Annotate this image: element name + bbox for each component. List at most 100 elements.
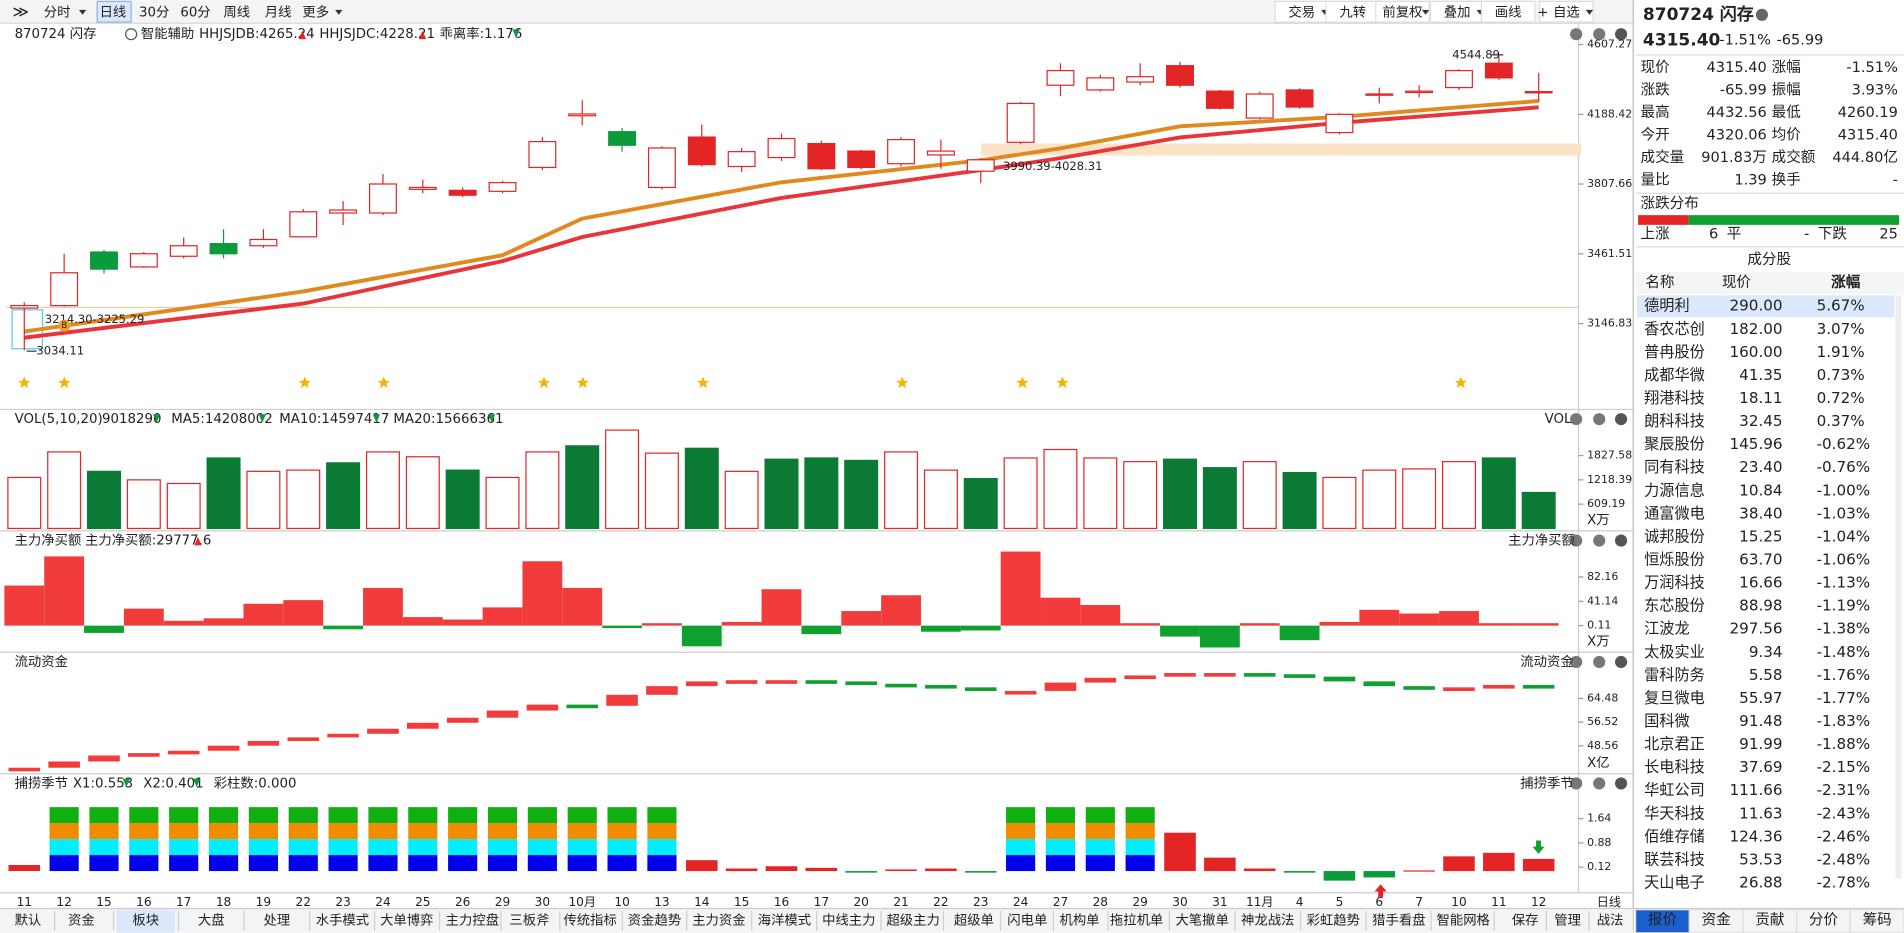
date-label: 18 [216,895,231,909]
candle-body [568,113,597,117]
panel-icon[interactable] [1593,777,1606,790]
panel-icon[interactable] [1570,655,1583,669]
rainbow-band [169,839,199,856]
panel-icon[interactable] [1570,413,1583,426]
stock-name[interactable]: 长电科技 [1644,758,1705,776]
panel-icon[interactable] [1615,655,1628,669]
arrow-icon [258,414,266,423]
panel-icon[interactable] [1570,28,1583,41]
stock-name[interactable]: 江波龙 [1644,620,1689,638]
bottom-tab[interactable]: 大盘 [198,912,225,929]
stock-price: 53.53 [1739,850,1782,868]
bottom-tab[interactable]: 默认 [15,913,42,929]
stock-name[interactable]: 普冉股份 [1644,343,1705,361]
bottom-tab[interactable]: 主力控盘 [446,912,499,929]
toolbar-tab[interactable]: 更多 [302,3,329,20]
side-tab[interactable]: 贡献 [1755,912,1784,929]
bottom-tab[interactable]: 资金趋势 [628,913,681,929]
stock-name[interactable]: 翔港科技 [1644,389,1705,407]
toolbar-button[interactable]: 交易 [1288,3,1315,20]
bottom-tab[interactable]: 处理 [264,913,291,929]
toolbar-tab[interactable]: 日线 [100,4,127,20]
stock-name[interactable]: 同有科技 [1644,458,1705,476]
stock-name[interactable]: 东芯股份 [1644,597,1705,615]
bottom-tab[interactable]: 传统指标 [563,913,616,929]
bottom-tab[interactable]: 海洋模式 [758,913,811,929]
column-header[interactable]: 涨幅 [1831,273,1861,291]
toolbar-button[interactable]: 叠加 [1444,4,1471,20]
stock-name[interactable]: 香农芯创 [1644,320,1705,338]
panel-icon[interactable] [1615,413,1628,426]
dist-label: 下跌 [1818,226,1848,243]
bottom-tab[interactable]: 中线主力 [822,913,875,929]
column-header[interactable]: 名称 [1645,274,1674,291]
toolbar-tab[interactable]: 分时 [44,4,71,20]
bottom-tab[interactable]: 神龙战法 [1241,913,1294,929]
bottom-tab[interactable]: 主力资金 [692,913,745,929]
collapse-icon[interactable]: ≫ [12,2,29,21]
dropdown-icon [1585,9,1594,15]
toolbar-button[interactable]: 自选 [1553,4,1580,20]
toolbar-tab[interactable]: 60分 [180,4,210,20]
stock-name[interactable]: 诚邦股份 [1644,527,1705,545]
toolbar-tab[interactable]: 30分 [139,4,169,20]
bottom-tab[interactable]: 管理 [1554,913,1581,929]
bottom-tab[interactable]: 保存 [1512,913,1539,929]
bottom-tab[interactable]: 水手模式 [316,913,369,929]
panel-icon[interactable] [1615,28,1628,41]
stock-name[interactable]: 华天科技 [1644,804,1705,822]
stock-name[interactable]: 太极实业 [1644,643,1705,661]
bottom-tab[interactable]: 大笔撤单 [1175,913,1228,929]
bottom-tab[interactable]: 猎手看盘 [1372,912,1425,929]
bottom-tab[interactable]: 拖拉机单 [1110,913,1163,929]
bottom-tab[interactable]: 超级单 [954,913,994,929]
panel-icon[interactable] [1593,655,1606,669]
rainbow-band [408,807,438,824]
toolbar-tab[interactable]: 月线 [265,4,292,20]
stock-name[interactable]: 华虹公司 [1644,781,1705,799]
stock-name[interactable]: 德明利 [1644,297,1689,315]
panel-icon[interactable] [1593,534,1606,547]
bottom-tab[interactable]: 战法 [1597,913,1624,929]
panel-icon[interactable] [1615,777,1628,790]
side-tab[interactable]: 资金 [1702,912,1732,929]
bottom-tab[interactable]: 彩虹趋势 [1307,913,1360,929]
stock-name[interactable]: 恒烁股份 [1644,551,1705,569]
bottom-tab[interactable]: 闪电单 [1007,913,1047,929]
candle-body [289,211,318,238]
panel-icon[interactable] [1615,534,1628,547]
stock-name[interactable]: 万润科技 [1644,574,1705,592]
panel-icon[interactable] [1593,28,1606,41]
bottom-tab[interactable]: 机构单 [1059,913,1099,929]
stock-name[interactable]: 聚辰股份 [1644,435,1705,453]
bottom-tab[interactable]: 三板斧 [509,913,549,929]
stock-name[interactable]: 成都华微 [1644,366,1705,384]
flow-bar [566,704,599,709]
toolbar-button[interactable]: 前复权 [1382,3,1422,20]
stock-name[interactable]: 通富微电 [1644,504,1705,522]
stock-name[interactable]: 联芸科技 [1644,850,1705,868]
bottom-tab[interactable]: 资金 [68,913,95,929]
toolbar-button[interactable]: 九转 [1339,4,1366,20]
stock-name[interactable]: 力源信息 [1644,481,1705,499]
stock-name[interactable]: 国科微 [1644,712,1689,730]
toolbar-button[interactable]: 画线 [1495,4,1522,20]
side-tab[interactable]: 报价 [1648,912,1678,929]
bottom-tab[interactable]: 超级主力 [886,913,939,929]
side-tab[interactable]: 筹码 [1863,912,1892,929]
panel-icon[interactable] [1593,413,1606,426]
side-tab[interactable]: 分价 [1809,912,1839,929]
stock-name[interactable]: 复旦微电 [1644,689,1705,707]
stock-name[interactable]: 北京君正 [1644,735,1705,753]
column-header[interactable]: 现价 [1722,274,1752,291]
stock-name[interactable]: 雷科防务 [1644,666,1705,684]
bottom-tab[interactable]: 智能网格 [1437,913,1491,929]
panel-icon[interactable] [1570,777,1583,790]
stock-name[interactable]: 佰维存储 [1644,827,1705,845]
toolbar-tab[interactable]: 周线 [223,4,250,20]
stock-name[interactable]: 朗科科技 [1644,412,1705,430]
bottom-tab[interactable]: 板块 [132,913,159,929]
bottom-tab[interactable]: 大单博弈 [380,913,433,929]
stock-name[interactable]: 天山电子 [1644,874,1705,892]
panel-icon[interactable] [1570,534,1583,547]
